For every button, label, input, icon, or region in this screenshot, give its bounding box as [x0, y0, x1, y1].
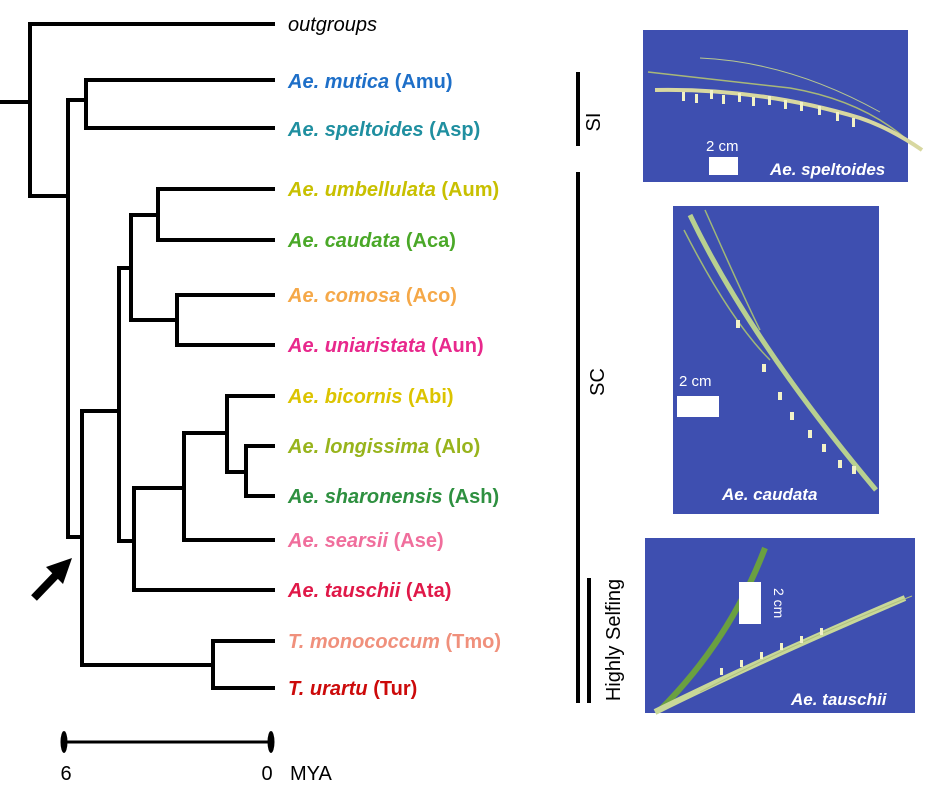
si-group-label: SI — [583, 113, 605, 132]
highly-selfing-group-label: Highly Selfing — [603, 579, 625, 701]
scale-left-tick — [60, 731, 68, 753]
taxon-labels: outgroups Ae. mutica (Amu) Ae. speltoide… — [287, 14, 501, 700]
taxon-label-searsii: Ae. searsii (Ase) — [287, 530, 444, 552]
group-bars — [576, 72, 591, 703]
caudata-photo-caption: Ae. caudata — [721, 485, 817, 504]
photo-caudata: 2 cm Ae. caudata — [673, 206, 879, 514]
time-scale: 6 0 MYA — [60, 731, 333, 785]
scale-unit-label: MYA — [290, 763, 333, 785]
tauschii-photo-caption: Ae. tauschii — [790, 690, 888, 709]
photo-speltoides: 2 cm Ae. speltoides — [643, 30, 924, 182]
taxon-label-monococcum: T. monococcum (Tmo) — [288, 631, 501, 653]
arrow-icon — [31, 558, 72, 601]
scale-card — [739, 582, 761, 624]
phylogenetic-tree — [0, 22, 275, 690]
photo-tauschii: 2 cm Ae. tauschii — [645, 538, 915, 715]
speltoides-photo-caption: Ae. speltoides — [769, 160, 885, 179]
taxon-label-comosa: Ae. comosa (Aco) — [287, 285, 457, 307]
scale-card — [677, 396, 719, 417]
taxon-label-longissima: Ae. longissima (Alo) — [287, 436, 480, 458]
taxon-label-bicornis: Ae. bicornis (Abi) — [287, 386, 454, 408]
scale-card — [709, 157, 738, 175]
scale-left-label: 6 — [60, 763, 71, 785]
photo-background — [643, 30, 908, 182]
taxon-label-tauschii: Ae. tauschii (Ata) — [287, 580, 451, 602]
taxon-label-urartu: T. urartu (Tur) — [288, 678, 417, 700]
taxon-label-mutica: Ae. mutica (Amu) — [287, 71, 452, 93]
caudata-scale-label: 2 cm — [679, 373, 712, 390]
taxon-label-speltoides: Ae. speltoides (Asp) — [287, 119, 480, 141]
speltoides-scale-label: 2 cm — [706, 138, 739, 155]
tauschii-scale-label: 2 cm — [771, 588, 787, 618]
taxon-label-sharonensis: Ae. sharonensis (Ash) — [287, 486, 499, 508]
taxon-label-outgroups: outgroups — [288, 14, 377, 36]
taxon-label-umbellulata: Ae. umbellulata (Aum) — [287, 179, 499, 201]
scale-right-tick — [267, 731, 275, 753]
scale-right-label: 0 — [261, 763, 272, 785]
photo-background — [645, 538, 915, 713]
taxon-label-uniaristata: Ae. uniaristata (Aun) — [287, 335, 484, 357]
sc-group-label: SC — [587, 368, 609, 396]
taxon-label-caudata: Ae. caudata (Aca) — [287, 230, 456, 252]
